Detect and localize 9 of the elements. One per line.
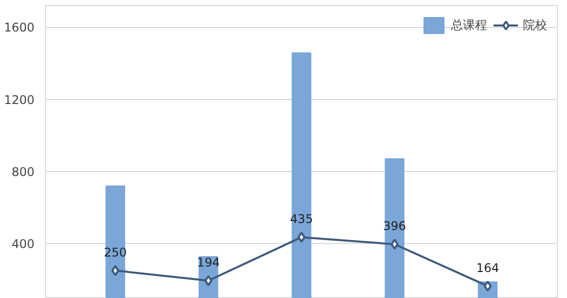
point — [390, 238, 399, 250]
data-label: 164 — [476, 261, 500, 276]
point — [111, 265, 120, 276]
y-tick-label: 1600 — [4, 20, 35, 35]
legend-label: 院校 — [523, 16, 547, 34]
y-tick-label: 800 — [12, 164, 34, 179]
y-tick-label: 1200 — [4, 92, 35, 107]
y-tick-label: 400 — [12, 237, 34, 252]
legend-label: 总课程 — [451, 16, 487, 34]
